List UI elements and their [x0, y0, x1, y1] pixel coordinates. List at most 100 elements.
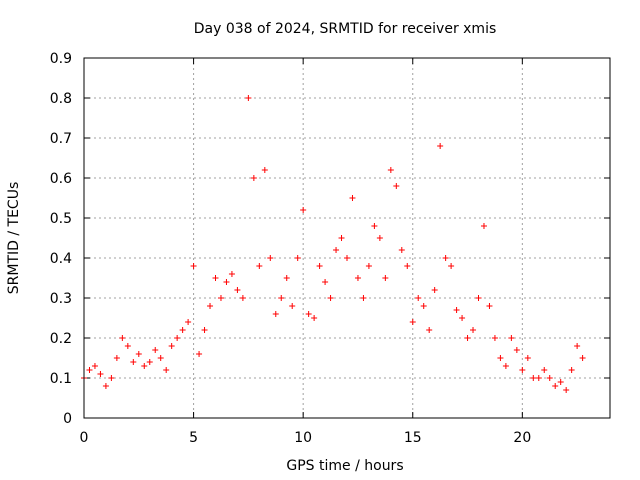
data-point [387, 167, 394, 173]
data-point [519, 367, 526, 373]
data-point [124, 343, 131, 349]
x-tick-label: 15 [404, 430, 422, 446]
data-points [81, 95, 586, 393]
data-point [256, 263, 263, 269]
data-point [234, 287, 241, 293]
data-point [563, 387, 570, 393]
data-point [376, 235, 383, 241]
data-point [541, 367, 548, 373]
data-point [404, 263, 411, 269]
data-point [261, 167, 268, 173]
data-point [196, 351, 203, 357]
plot-frame [83, 57, 611, 419]
y-axis-label: SRMTID / TECUs [6, 182, 22, 295]
y-tick-label: 0.9 [50, 51, 72, 67]
data-point [437, 143, 444, 149]
data-point [283, 275, 290, 281]
data-point [108, 375, 115, 381]
data-point [453, 307, 460, 313]
data-point [201, 327, 208, 333]
data-point [174, 335, 181, 341]
grid-lines [84, 58, 610, 418]
data-point [327, 295, 334, 301]
data-point [497, 355, 504, 361]
data-point [524, 355, 531, 361]
data-point [409, 319, 416, 325]
y-tick-label: 0.1 [50, 371, 72, 387]
data-point [245, 95, 252, 101]
data-point [272, 311, 279, 317]
data-point [530, 375, 537, 381]
data-point [91, 363, 98, 369]
data-point [97, 371, 104, 377]
y-tick-label: 0.4 [50, 251, 72, 267]
data-point [574, 343, 581, 349]
data-point [130, 359, 137, 365]
data-point [207, 303, 214, 309]
data-point [102, 383, 109, 389]
data-point [535, 375, 542, 381]
data-point [502, 363, 509, 369]
axis-ticks: 0 0.1 0.2 0.3 0.4 0.5 0.6 0.7 0.8 0.9 0 5 10 15 20 [50, 51, 610, 446]
data-point [344, 255, 350, 261]
data-point [448, 263, 455, 269]
data-point [322, 279, 329, 285]
data-point [491, 335, 498, 341]
y-tick-label: 0.7 [50, 131, 72, 147]
data-point [382, 275, 389, 281]
x-tick-label: 5 [189, 430, 198, 446]
data-point [426, 327, 433, 333]
x-tick-label: 20 [513, 430, 531, 446]
data-point [168, 343, 175, 349]
data-point [508, 335, 515, 341]
data-point [152, 347, 159, 353]
data-point [212, 275, 219, 281]
data-point [163, 367, 170, 373]
data-point [333, 247, 340, 253]
y-tick-label: 0.3 [50, 291, 72, 307]
data-point [420, 303, 427, 309]
data-point [289, 303, 296, 309]
data-point [398, 247, 405, 253]
data-point [294, 255, 301, 261]
data-point [349, 195, 356, 201]
data-point [568, 367, 575, 373]
x-tick-label: 10 [294, 430, 312, 446]
data-point [431, 287, 438, 293]
data-point [393, 183, 400, 189]
data-point [486, 303, 493, 309]
data-point [365, 263, 372, 269]
data-point [354, 275, 361, 281]
data-point [459, 315, 466, 321]
data-point [135, 351, 142, 357]
y-tick-label: 0.2 [50, 331, 72, 347]
data-point [338, 235, 345, 241]
data-point [190, 263, 197, 269]
data-point [415, 295, 422, 301]
data-point [475, 295, 482, 301]
data-point [267, 255, 274, 261]
data-point [146, 359, 153, 365]
x-tick-label: 0 [80, 430, 89, 446]
data-point [217, 295, 224, 301]
chart-title: Day 038 of 2024, SRMTID for receiver xmi… [194, 21, 497, 37]
data-point [228, 271, 235, 277]
data-point [185, 319, 192, 325]
data-point [371, 223, 378, 229]
x-axis-label: GPS time / hours [286, 458, 403, 474]
data-point [141, 363, 148, 369]
data-point [305, 311, 312, 317]
y-tick-label: 0.6 [50, 171, 72, 187]
data-point [464, 335, 471, 341]
data-point [360, 295, 367, 301]
data-point [546, 375, 553, 381]
data-point [552, 383, 559, 389]
data-point [442, 255, 449, 261]
data-point [579, 355, 586, 361]
data-point [557, 379, 564, 385]
data-point [513, 347, 520, 353]
data-point [86, 367, 93, 373]
data-point [119, 335, 126, 341]
data-point [300, 207, 307, 213]
